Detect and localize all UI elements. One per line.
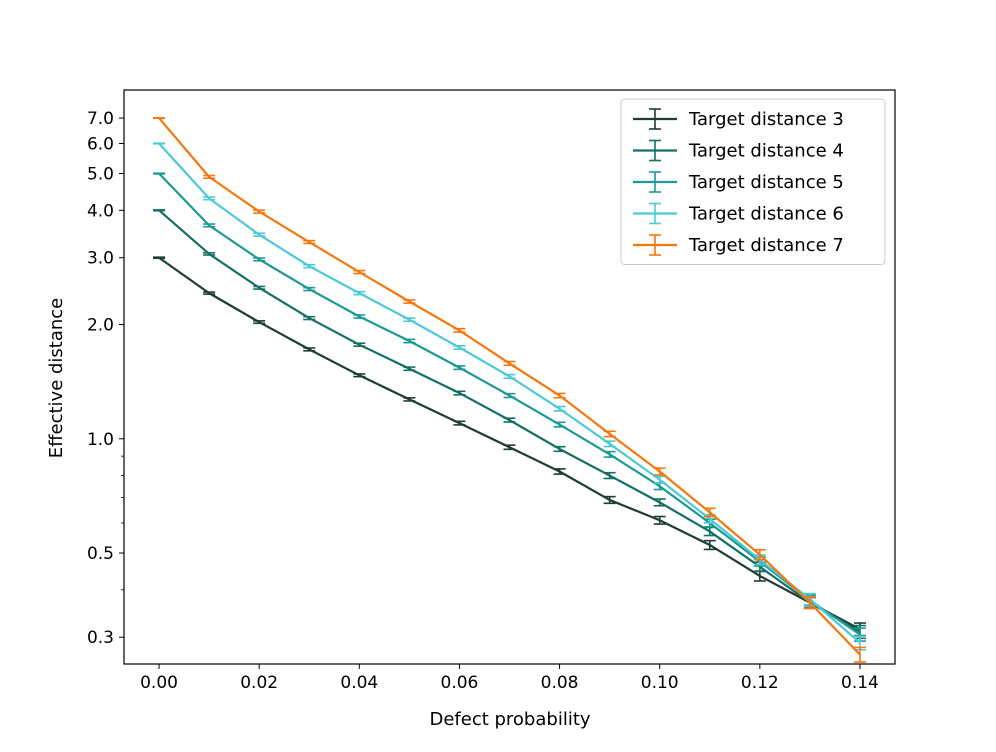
- x-axis-label: Defect probability: [429, 709, 590, 730]
- y-tick-label: 2.0: [87, 316, 114, 336]
- legend-label: Target distance 4: [688, 141, 844, 162]
- y-axis-label: Effective distance: [46, 298, 67, 459]
- legend-label: Target distance 7: [688, 235, 844, 256]
- y-tick-label: 3.0: [87, 249, 114, 269]
- x-tick-label: 0.00: [140, 673, 178, 693]
- y-tick-label: 0.3: [87, 628, 114, 648]
- x-tick-label: 0.10: [641, 673, 679, 693]
- x-tick-label: 0.02: [240, 673, 278, 693]
- x-tick-label: 0.14: [841, 673, 879, 693]
- y-tick-label: 5.0: [87, 165, 114, 185]
- legend-label: Target distance 5: [688, 172, 844, 193]
- y-tick-label: 0.5: [87, 544, 114, 564]
- y-tick-label: 1.0: [87, 430, 114, 450]
- y-tick-label: 4.0: [87, 201, 114, 221]
- y-tick-label: 6.0: [87, 134, 114, 154]
- error-bar: [153, 257, 165, 258]
- error-bar: [153, 210, 165, 211]
- error-bar: [153, 173, 165, 174]
- x-tick-label: 0.04: [340, 673, 378, 693]
- x-tick-label: 0.08: [541, 673, 579, 693]
- x-tick-label: 0.06: [441, 673, 479, 693]
- y-tick-label: 7.0: [87, 109, 114, 129]
- error-bar: [153, 143, 165, 144]
- legend: Target distance 3 Target distance 4 Target…: [621, 99, 885, 265]
- legend-label: Target distance 6: [688, 204, 844, 225]
- x-tick-label: 0.12: [741, 673, 779, 693]
- legend-label: Target distance 3: [688, 109, 844, 130]
